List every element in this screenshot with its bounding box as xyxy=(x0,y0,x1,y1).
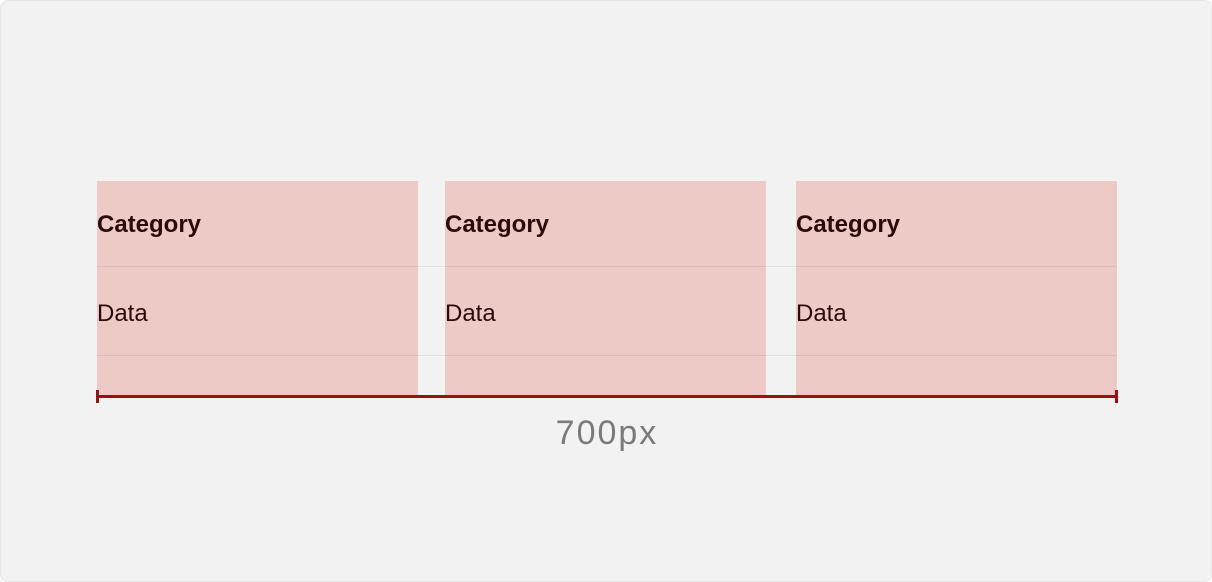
column-cell: Data xyxy=(97,300,148,327)
column-header: Category xyxy=(97,211,202,238)
table-column-3: Category Data xyxy=(796,181,1117,395)
row-divider xyxy=(97,266,1117,267)
width-measure-label: 700px xyxy=(555,414,659,452)
measure-right-cap xyxy=(1115,390,1118,403)
table-column-1: Category Data xyxy=(97,181,418,395)
row-divider xyxy=(97,355,1117,356)
column-header: Category xyxy=(796,211,901,238)
table-column-2: Category Data xyxy=(445,181,766,395)
column-cell: Data xyxy=(796,300,847,327)
column-header: Category xyxy=(445,211,550,238)
column-cell: Data xyxy=(445,300,496,327)
width-measure-line xyxy=(97,395,1117,398)
